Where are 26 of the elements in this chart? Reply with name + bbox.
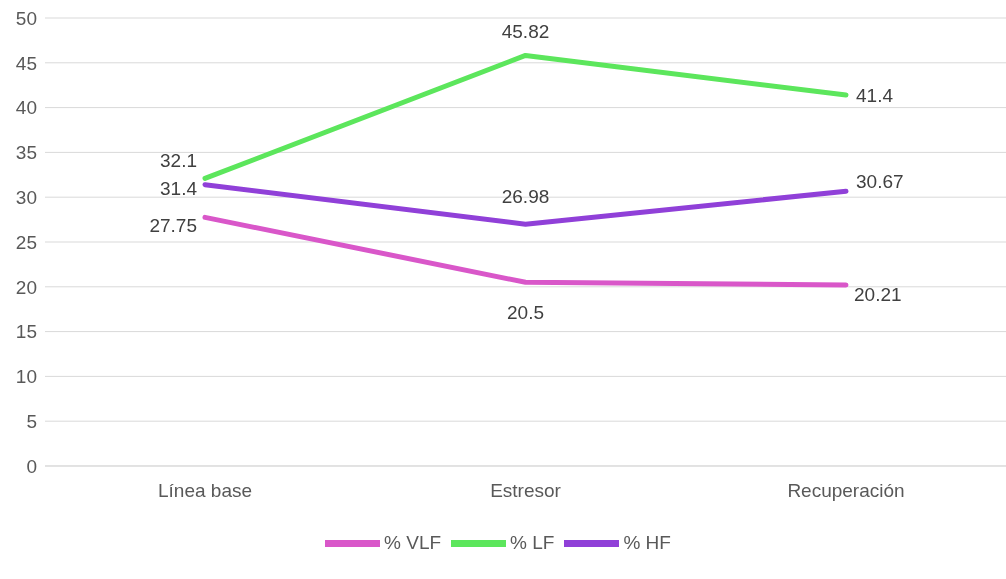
legend-label: % HF <box>623 531 671 553</box>
legend-label: % LF <box>510 531 555 553</box>
x-tick-label: Línea base <box>157 480 253 502</box>
y-tick-label: 20 <box>15 276 37 298</box>
x-tick-label: Estresor <box>490 480 562 502</box>
y-tick-label: 10 <box>15 366 37 388</box>
data-label: 26.98 <box>501 185 550 207</box>
y-tick-label: 50 <box>15 7 37 29</box>
y-tick-label: 35 <box>15 142 37 164</box>
y-tick-label: 25 <box>15 231 37 253</box>
y-tick-label: 15 <box>15 321 37 343</box>
data-label: 45.82 <box>501 20 550 42</box>
y-tick-label: 0 <box>26 455 37 477</box>
y-tick-label: 5 <box>26 410 37 432</box>
data-label: 32.1 <box>160 149 197 171</box>
data-label: 27.75 <box>149 214 197 236</box>
data-label: 41.4 <box>856 84 894 106</box>
data-label: 20.5 <box>507 301 544 323</box>
legend-label: % VLF <box>384 531 442 553</box>
data-label: 20.21 <box>854 284 902 306</box>
data-label: 30.67 <box>856 170 904 192</box>
x-tick-label: Recuperación <box>787 480 905 502</box>
y-tick-label: 40 <box>15 97 37 119</box>
data-label: 31.4 <box>160 178 198 200</box>
y-tick-label: 45 <box>15 52 37 74</box>
y-tick-label: 30 <box>15 186 37 208</box>
